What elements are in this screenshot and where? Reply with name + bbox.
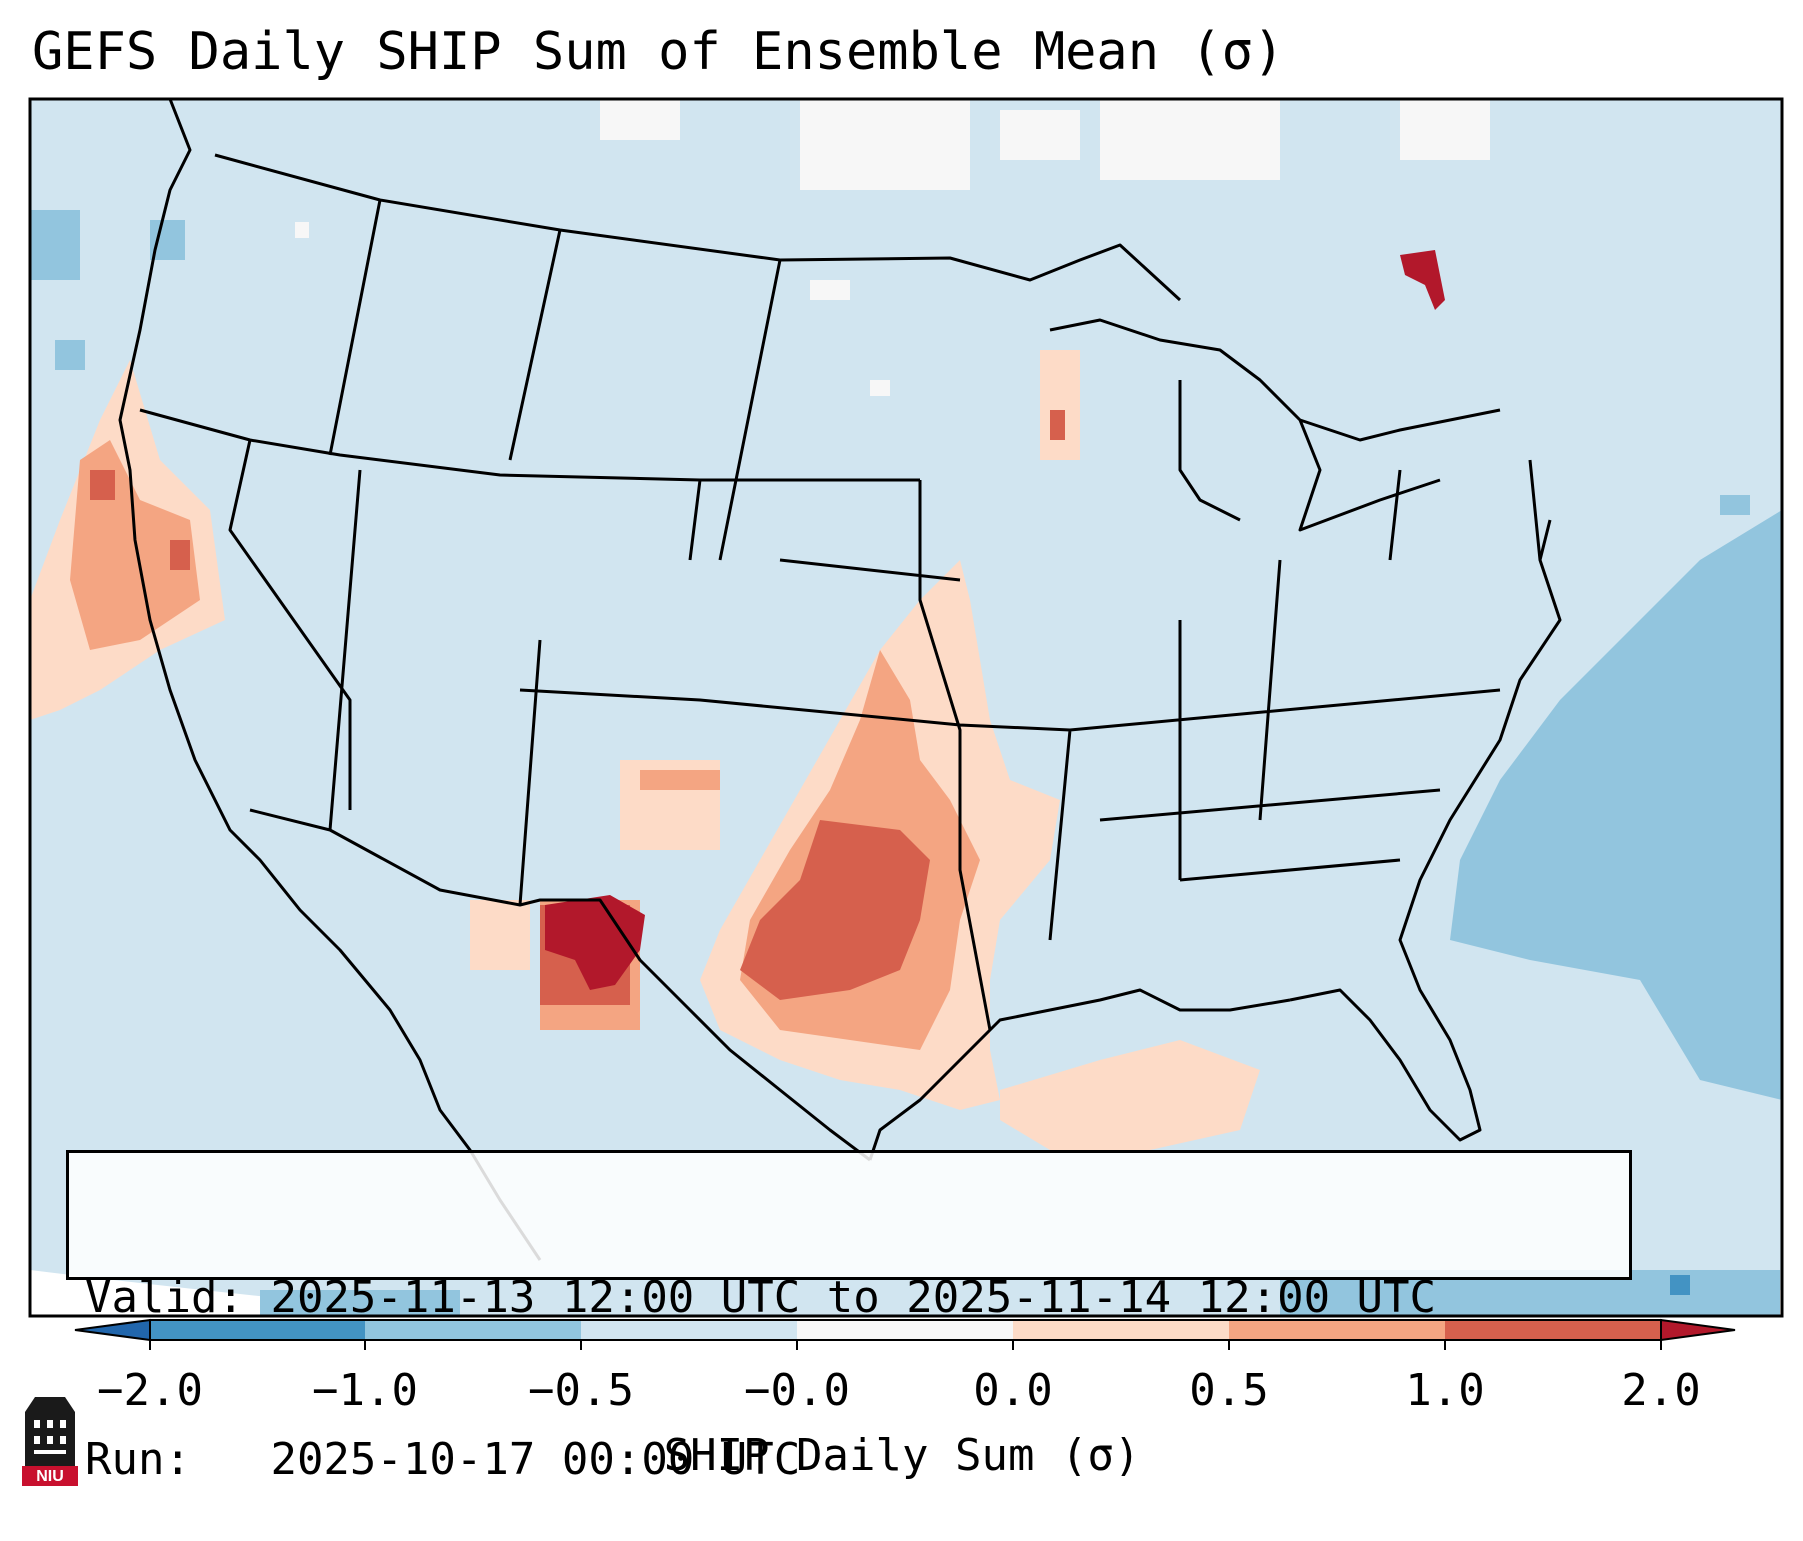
mexico-border	[249, 808, 871, 1162]
colorbar-bin-6	[1229, 1320, 1445, 1340]
geographic-borders	[118, 99, 1562, 1261]
atlantic-negative-region	[1450, 510, 1782, 1100]
tick-label-1: −2.0	[97, 1365, 203, 1416]
tick-label-6: 0.5	[1189, 1365, 1269, 1416]
colorbar-over-arrow	[1660, 1318, 1736, 1342]
colorbar-label: SHIP Daily Sum (σ)	[663, 1430, 1141, 1481]
gulf-coast	[868, 988, 1291, 1161]
tick-label-7: 1.0	[1405, 1365, 1485, 1416]
colorbar-bin-7	[1445, 1320, 1661, 1340]
colorbar-ticks	[149, 1340, 1662, 1350]
tick-label-3: −0.5	[528, 1365, 634, 1416]
tick-label-2: −1.0	[312, 1365, 418, 1416]
very-strong-positive-regions	[545, 250, 1445, 990]
colorbar	[74, 1318, 1736, 1350]
run-text: 2025-10-17 00:00 UTC	[270, 1434, 801, 1485]
west-coast	[118, 99, 542, 1261]
central-texas-strong-region	[740, 820, 930, 1000]
canada-border	[214, 153, 1182, 302]
great-lakes	[1049, 318, 1501, 532]
niu-tower-icon: NIU	[22, 1397, 78, 1486]
quebec-peak-region	[1400, 250, 1445, 310]
tick-label-5: 0.0	[973, 1365, 1053, 1416]
state-lines	[139, 199, 1542, 1031]
map-title: GEFS Daily SHIP Sum of Ensemble Mean (σ)	[32, 22, 1285, 82]
east-coast	[1289, 519, 1562, 1142]
near-zero-patches	[295, 100, 1490, 396]
ship-map	[28, 97, 1784, 1350]
valid-row: Valid: 2025-11-13 12:00 UTC to 2025-11-1…	[85, 1271, 1613, 1325]
valid-label: Valid:	[85, 1272, 244, 1323]
tick-label-4: −0.0	[744, 1365, 850, 1416]
colorbar-bin-3	[581, 1320, 797, 1340]
valid-text: 2025-11-13 12:00 UTC to 2025-11-14 12:00…	[270, 1272, 1437, 1323]
colorbar-bin-2	[365, 1320, 581, 1340]
west-texas-peak-region	[545, 895, 645, 990]
run-row: Run: 2025-10-17 00:00 UTC	[85, 1433, 1613, 1487]
colorbar-bin-1	[150, 1320, 365, 1340]
logo-text: NIU	[36, 1468, 64, 1485]
colorbar-bin-5	[1013, 1320, 1229, 1340]
colorbar-frame	[149, 1319, 1662, 1341]
map-frame	[28, 97, 1784, 1318]
colorbar-bin-4	[797, 1320, 1013, 1340]
gulf-region	[1000, 1040, 1260, 1150]
strong-negative-cell	[1670, 1275, 1690, 1295]
run-label: Run:	[85, 1434, 191, 1485]
info-box: Valid: 2025-11-13 12:00 UTC to 2025-11-1…	[66, 1150, 1632, 1485]
tick-label-8: 2.0	[1621, 1365, 1701, 1416]
